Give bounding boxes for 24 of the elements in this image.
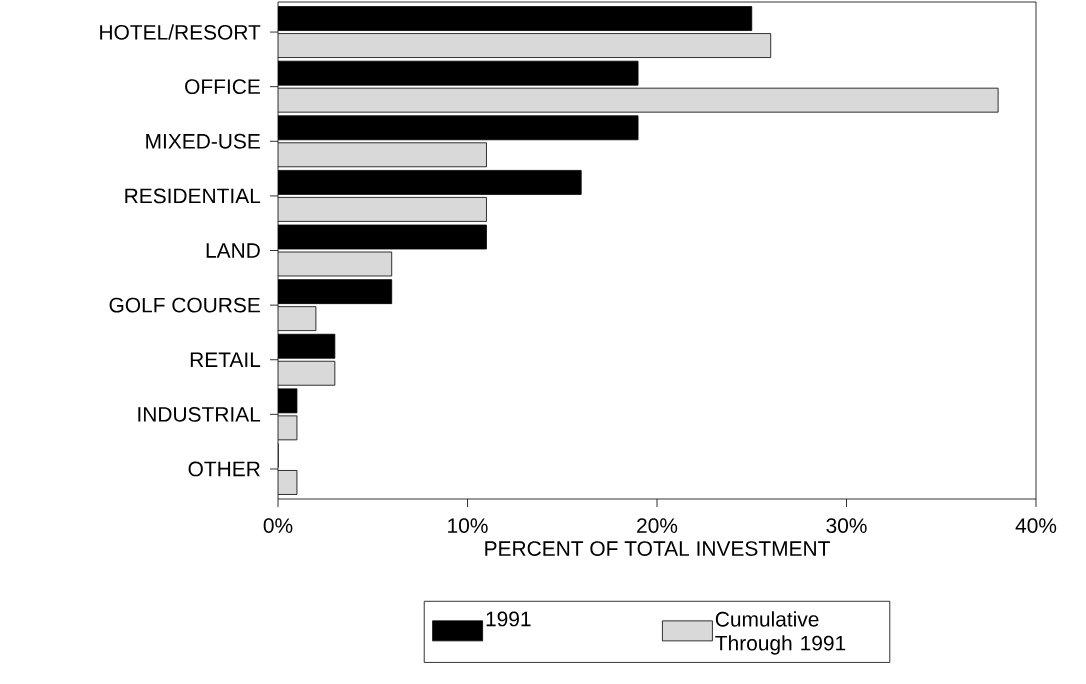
x-axis-title: PERCENT OF TOTAL INVESTMENT	[485, 541, 830, 556]
x-tick-label: 10%	[448, 518, 488, 533]
x-tick-label: 20%	[637, 518, 678, 533]
y-tick-label: RESIDENTIAL	[125, 188, 261, 204]
y-tick-label: OFFICE	[185, 79, 260, 95]
x-tick-label: 40%	[1015, 518, 1057, 533]
y-tick-label: INDUSTRIAL	[138, 406, 261, 422]
bar	[278, 360, 336, 386]
bar	[278, 251, 393, 277]
y-tick-label: MIXED-USE	[146, 133, 260, 149]
bar	[278, 306, 317, 332]
y-tick-label: GOLF COURSE	[109, 297, 260, 313]
bar	[278, 87, 999, 113]
bar	[278, 196, 487, 222]
y-tick-label: OTHER	[188, 461, 260, 477]
bar	[278, 142, 487, 168]
y-tick-label: RETAIL	[190, 352, 261, 367]
legend-label: 1991	[486, 611, 531, 627]
x-tick-label: 0%	[263, 518, 293, 533]
x-tick-label: 30%	[826, 518, 867, 533]
bar	[278, 33, 772, 58]
legend-label: Cumulative Through 1991	[715, 611, 846, 655]
y-tick-label: LAND	[206, 243, 260, 258]
y-tick-label: HOTEL/RESORT	[100, 24, 261, 40]
